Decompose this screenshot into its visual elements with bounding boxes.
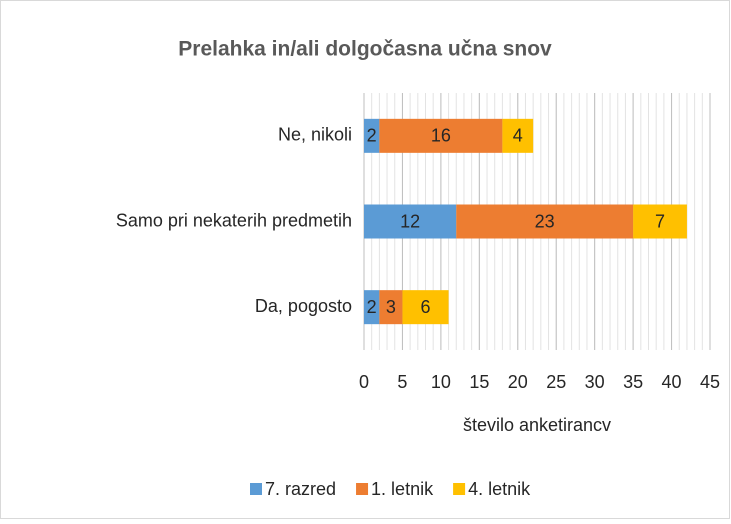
bar-segment — [502, 118, 534, 153]
bar-segment — [379, 290, 403, 325]
bar-segment — [364, 204, 457, 239]
bar-segment — [364, 290, 380, 325]
data-label: 4 — [513, 126, 523, 146]
legend-swatch — [250, 483, 262, 495]
x-axis-label: število anketirancv — [463, 415, 611, 435]
bar-segment — [402, 290, 449, 325]
chart-title: Prelahka in/ali dolgočasna učna snov — [178, 38, 552, 61]
bar-segment — [364, 118, 380, 153]
legend-label: 4. letnik — [468, 479, 531, 499]
data-label: 2 — [367, 126, 377, 146]
x-tick-label: 10 — [431, 372, 451, 392]
data-label: 7 — [655, 211, 665, 231]
bar-segment — [379, 118, 503, 153]
legend-label: 7. razred — [265, 479, 336, 499]
data-label: 16 — [431, 126, 451, 146]
x-tick-label: 5 — [397, 372, 407, 392]
y-tick-label: Da, pogosto — [255, 296, 352, 316]
data-label: 12 — [400, 211, 420, 231]
bar-segment — [633, 204, 687, 239]
y-tick-label: Ne, nikoli — [278, 125, 352, 145]
data-label: 6 — [421, 297, 431, 317]
x-tick-label: 0 — [359, 372, 369, 392]
x-tick-label: 40 — [662, 372, 682, 392]
legend-swatch — [453, 483, 466, 495]
legend-label: 1. letnik — [371, 479, 434, 499]
x-tick-label: 15 — [469, 372, 489, 392]
x-tick-label: 25 — [546, 372, 566, 392]
x-tick-label: 45 — [700, 372, 720, 392]
data-label: 23 — [535, 211, 555, 231]
y-tick-label: Samo pri nekaterih predmetih — [116, 210, 352, 230]
bar-segment — [456, 204, 634, 239]
data-label: 2 — [367, 297, 377, 317]
x-tick-label: 30 — [585, 372, 605, 392]
data-label: 3 — [386, 297, 396, 317]
legend-swatch — [356, 483, 369, 495]
x-tick-label: 35 — [623, 372, 643, 392]
x-tick-label: 20 — [508, 372, 528, 392]
